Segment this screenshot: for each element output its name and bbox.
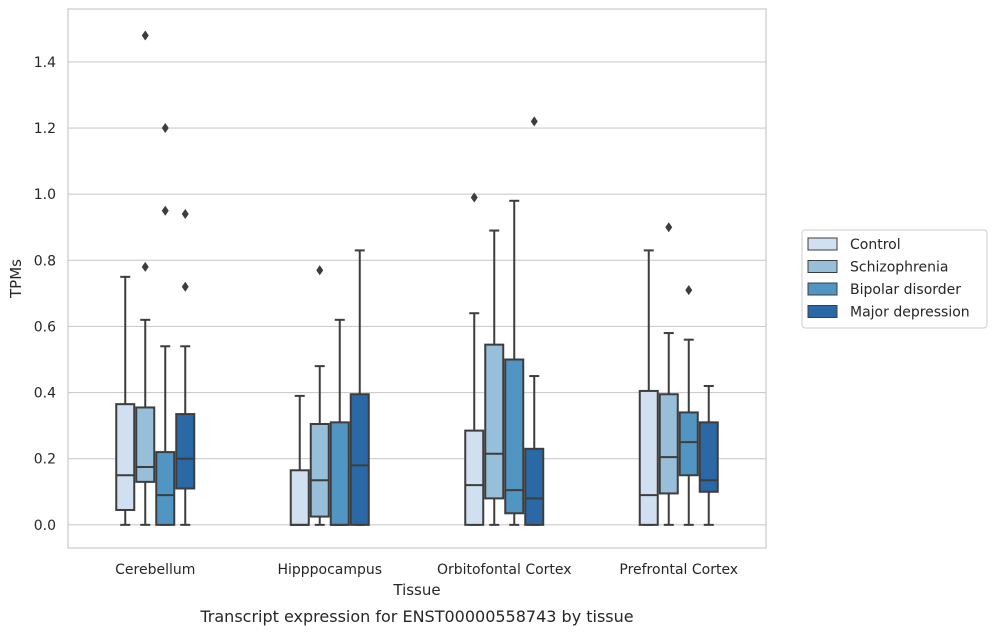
box-body: [115, 403, 136, 511]
box-body: [484, 343, 505, 500]
box-body: [289, 469, 310, 526]
y-tick-label: 0.8: [34, 253, 56, 269]
y-tick-label: 0.2: [34, 452, 56, 468]
box-bipolar-disorder: [504, 199, 525, 526]
box-body: [175, 413, 196, 490]
outlier-marker: [181, 209, 189, 220]
legend-swatch: [807, 305, 838, 318]
outlier-marker: [470, 192, 478, 203]
box-body: [698, 421, 719, 493]
box-major-depression: [698, 384, 719, 526]
outlier-marker: [161, 123, 169, 134]
outlier-marker: [141, 30, 149, 41]
box-schizophrenia: [658, 222, 679, 526]
outlier-marker: [685, 285, 693, 296]
outlier-marker: [141, 261, 149, 272]
x-tick-label: Prefrontal Cortex: [619, 562, 738, 578]
y-tick-label: 0.4: [34, 386, 56, 402]
box-body: [135, 406, 156, 483]
outlier-marker: [530, 116, 538, 127]
box-schizophrenia: [309, 265, 330, 526]
box-control: [638, 249, 659, 526]
x-tick-label: Hipppocampus: [277, 562, 382, 578]
chart-title: Transcript expression for ENST0000055874…: [199, 607, 633, 626]
legend-swatch: [807, 237, 838, 251]
x-tick-labels: Cerebellum Hipppocampus Orbitofontal Corte…: [115, 562, 738, 578]
y-tick-label: 0.6: [34, 319, 56, 335]
x-tick-label: Orbitofontal Cortex: [437, 562, 572, 578]
box-major-depression: [175, 209, 196, 526]
box-control: [289, 394, 310, 526]
legend-label: Bipolar disorder: [850, 282, 961, 298]
box-bipolar-disorder: [329, 318, 350, 526]
legend-swatch: [807, 260, 838, 273]
legend-swatch: [807, 282, 838, 296]
box-major-depression: [524, 116, 545, 526]
y-tick-labels: 0.0 0.2 0.4 0.6 0.8 1.0 1.2 1.4: [34, 55, 56, 534]
box-body: [524, 447, 545, 526]
box-body: [329, 421, 350, 526]
box-schizophrenia: [484, 229, 505, 526]
box-body: [349, 393, 370, 526]
box-body: [464, 429, 485, 526]
y-tick-label: 1.2: [34, 121, 56, 137]
y-tick-label: 1.4: [34, 55, 56, 71]
outlier-marker: [316, 265, 324, 276]
box-plots: [115, 30, 719, 526]
legend-label: Schizophrenia: [850, 260, 948, 276]
box-control: [115, 275, 136, 526]
y-axis-label: TPMs: [7, 259, 25, 299]
outlier-marker: [161, 205, 169, 216]
box-major-depression: [349, 249, 370, 526]
box-schizophrenia: [135, 30, 156, 526]
box-body: [658, 393, 679, 495]
plot-frame: [67, 8, 767, 549]
box-body: [309, 422, 330, 518]
box-body: [155, 451, 176, 526]
legend-label: Control: [850, 237, 901, 253]
box-body: [678, 411, 699, 477]
x-axis-label: Tissue: [392, 581, 440, 599]
legend-label: Major depression: [850, 305, 970, 321]
box-bipolar-disorder: [155, 123, 176, 526]
legend-frame: [801, 229, 988, 329]
x-tick-label: Cerebellum: [115, 562, 195, 578]
box-control: [464, 192, 485, 526]
box-bipolar-disorder: [678, 285, 699, 526]
box-body: [638, 389, 659, 526]
y-tick-label: 0.0: [34, 518, 56, 534]
outlier-marker: [181, 281, 189, 292]
box-body: [504, 358, 525, 515]
outlier-marker: [665, 222, 673, 233]
legend: Control Schizophrenia Bipolar disorder Majo…: [801, 229, 988, 329]
y-tick-label: 1.0: [34, 187, 56, 203]
